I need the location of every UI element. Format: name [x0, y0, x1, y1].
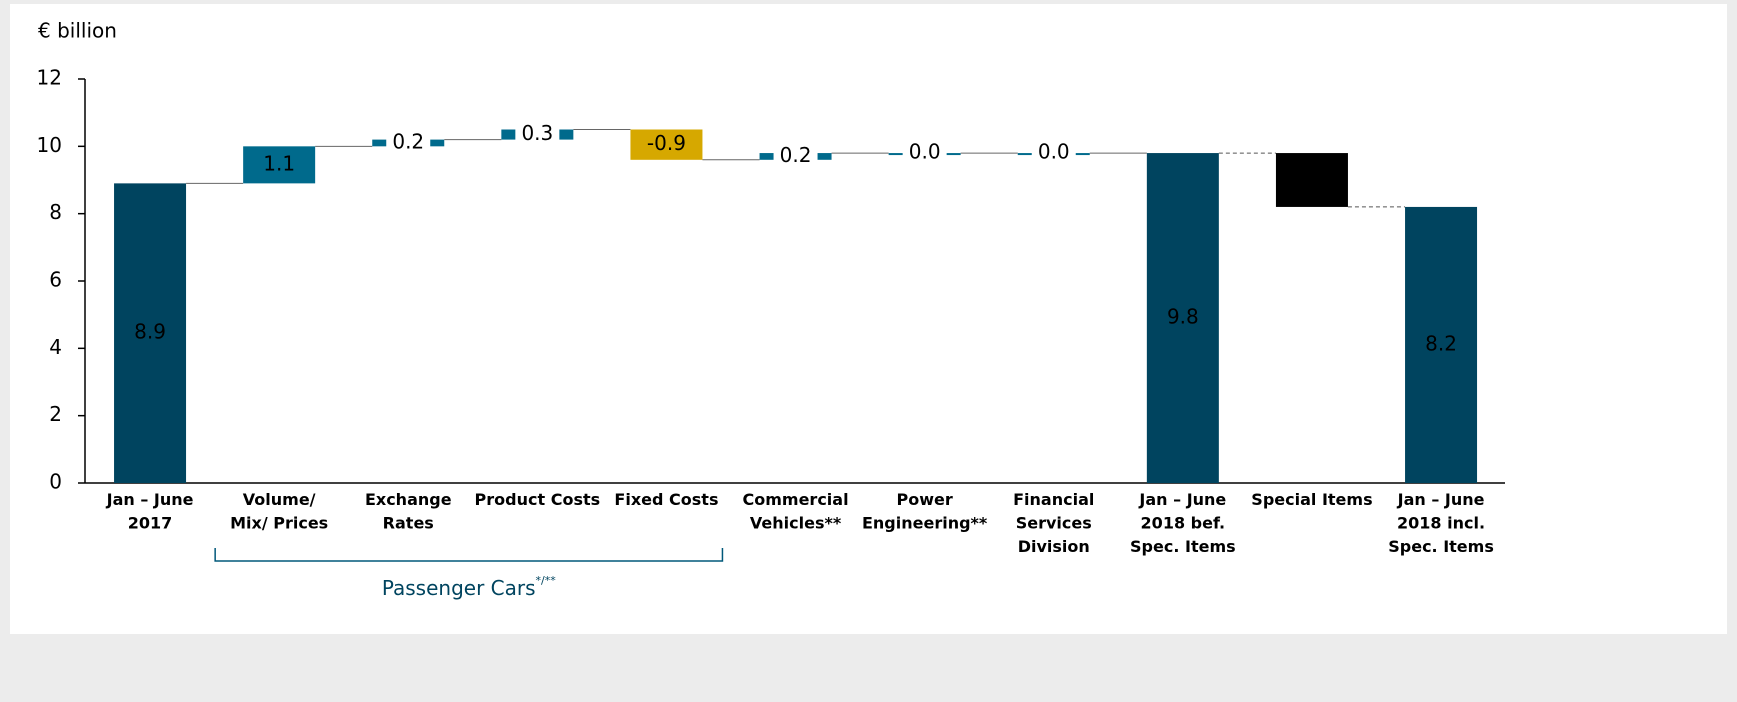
data-label: 0.3	[521, 121, 553, 145]
x-tick-label: Power Engineering**	[862, 490, 988, 533]
label-background	[515, 122, 560, 147]
label-background	[386, 130, 431, 155]
y-axis-label: € billion	[38, 19, 117, 43]
y-tick-label: 6	[49, 268, 62, 292]
bracket	[214, 548, 724, 562]
label-background	[773, 144, 818, 169]
x-tick-label: Exchange Rates	[365, 490, 452, 533]
x-tick-label: Product Costs	[475, 490, 601, 509]
bar	[1275, 153, 1348, 207]
x-tick-label: Jan – June 2017	[106, 490, 194, 533]
bar	[1405, 206, 1478, 483]
data-label: 1.1	[263, 151, 295, 175]
data-label: 8.9	[134, 320, 166, 344]
label-background	[902, 141, 947, 166]
x-tick-label: Jan – June 2018 incl. Spec. Items	[1388, 490, 1494, 556]
x-tick-label: Jan – June 2018 bef. Spec. Items	[1130, 490, 1236, 556]
bar	[243, 146, 316, 184]
data-label: 0.0	[909, 140, 941, 164]
data-label: -0.9	[647, 131, 686, 155]
annotation-text: Passenger Cars	[382, 576, 536, 600]
data-label: -1.6	[1292, 167, 1331, 191]
y-tick-label: 2	[49, 402, 62, 426]
data-label: 0.2	[780, 143, 812, 167]
y-tick-label: 10	[37, 133, 62, 157]
y-tick-label: 8	[49, 200, 62, 224]
label-background	[1031, 141, 1076, 166]
data-label: 9.8	[1167, 305, 1199, 329]
x-tick-label: Commercial Vehicles**	[743, 490, 849, 533]
y-tick-label: 4	[49, 335, 62, 359]
bar	[1146, 153, 1219, 484]
y-tick-label: 12	[37, 66, 62, 90]
data-label: 0.0	[1038, 140, 1070, 164]
annotation: Passenger Cars*/**	[382, 574, 556, 600]
x-tick-label: Special Items	[1251, 490, 1372, 509]
data-label: 0.2	[392, 129, 424, 153]
y-tick-label: 0	[49, 470, 62, 494]
x-tick-label: Volume/Mix/ Prices	[230, 490, 328, 533]
bar	[630, 129, 703, 160]
x-tick-label: Financial Services Division	[1013, 490, 1094, 556]
bar	[114, 183, 187, 483]
data-label: 8.2	[1425, 331, 1457, 355]
annotation-superscript: */**	[536, 574, 557, 587]
x-tick-label: Fixed Costs	[614, 490, 718, 509]
